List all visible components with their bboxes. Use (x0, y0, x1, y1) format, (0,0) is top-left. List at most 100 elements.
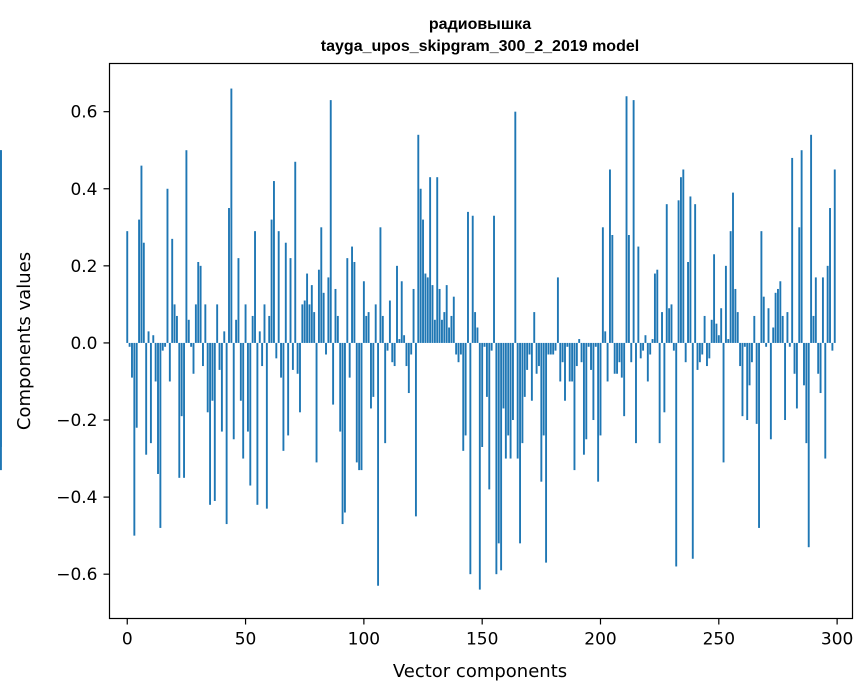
bar (351, 246, 353, 343)
bar (511, 342, 514, 421)
bar (149, 342, 152, 444)
bar (346, 258, 349, 343)
bar (296, 342, 299, 374)
bar (154, 342, 157, 382)
bar (367, 312, 370, 343)
bar (313, 312, 316, 343)
bar (798, 227, 801, 343)
bar (396, 265, 398, 343)
bar (246, 342, 249, 432)
bar (788, 342, 791, 347)
bar (817, 342, 820, 374)
bar (630, 342, 633, 363)
y-tick-label: 0.6 (70, 103, 97, 123)
bar (833, 169, 836, 343)
bar (661, 312, 663, 343)
bar (164, 342, 167, 347)
y-axis-label: Components values (14, 252, 35, 430)
bar (684, 342, 687, 363)
bar (646, 342, 649, 382)
x-tick-label: 300 (821, 630, 853, 650)
bar (663, 342, 666, 413)
bar (270, 219, 273, 343)
bar (691, 342, 694, 559)
bar (670, 304, 673, 343)
bar (216, 304, 219, 343)
bar (168, 342, 171, 382)
bar (639, 342, 642, 359)
bar (478, 342, 481, 590)
bar (299, 342, 301, 413)
bar (197, 261, 200, 343)
bar (391, 342, 394, 363)
bar (455, 342, 458, 355)
bar (159, 342, 162, 528)
bar (727, 339, 730, 343)
bar (500, 342, 503, 571)
bar (464, 342, 467, 436)
bar (209, 342, 212, 505)
bar (282, 342, 285, 451)
bar (289, 258, 292, 343)
bar (493, 215, 495, 343)
bar (736, 312, 739, 343)
bar (310, 285, 313, 343)
bar (821, 277, 824, 343)
bar (400, 281, 403, 343)
bar (750, 342, 753, 363)
bar (538, 342, 540, 367)
bar (294, 161, 297, 343)
plot-frame (108, 62, 854, 620)
bar (355, 342, 358, 463)
bar (698, 342, 701, 363)
bar (582, 342, 585, 455)
bar (545, 342, 548, 563)
bar (417, 134, 420, 343)
bar (152, 335, 155, 343)
bar (819, 342, 822, 394)
bar (0, 342, 2, 471)
bar (601, 227, 604, 343)
bar (521, 342, 524, 444)
bar (474, 312, 477, 343)
bar (228, 208, 230, 343)
bar (142, 242, 145, 343)
bar (720, 308, 723, 343)
bar (824, 342, 827, 459)
bar (329, 100, 332, 343)
bar (786, 312, 789, 343)
bar (753, 315, 756, 343)
bar (516, 342, 519, 459)
bar (781, 315, 784, 343)
bar (365, 315, 368, 343)
bar (656, 269, 659, 343)
bar (235, 319, 238, 343)
bar (812, 315, 815, 343)
bar (467, 211, 469, 343)
bar (618, 342, 621, 363)
bar (429, 177, 432, 343)
bar (381, 315, 384, 343)
bar (322, 292, 325, 343)
bar (190, 342, 193, 347)
bar (476, 327, 479, 343)
bar (795, 342, 798, 409)
chart-subtitle: tayga_upos_skipgram_300_2_2019 model (321, 38, 639, 55)
bar (677, 200, 680, 343)
y-axis-ticks: −0.6 −0.4 −0.2 0.0 0.2 0.4 0.6 (56, 103, 110, 585)
bar (644, 335, 647, 343)
bar (556, 277, 559, 343)
bar (230, 88, 233, 343)
bar (360, 342, 363, 471)
bar (701, 342, 704, 355)
bar (242, 342, 245, 459)
bar (502, 342, 505, 409)
bar (578, 339, 581, 343)
bar (509, 342, 512, 459)
bar (414, 342, 417, 517)
bar (552, 342, 555, 355)
bar (386, 342, 389, 351)
bar (424, 273, 427, 343)
bar (717, 335, 720, 343)
bar (441, 319, 443, 343)
